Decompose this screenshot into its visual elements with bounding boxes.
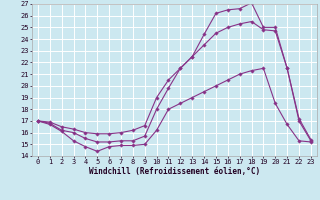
X-axis label: Windchill (Refroidissement éolien,°C): Windchill (Refroidissement éolien,°C) <box>89 167 260 176</box>
